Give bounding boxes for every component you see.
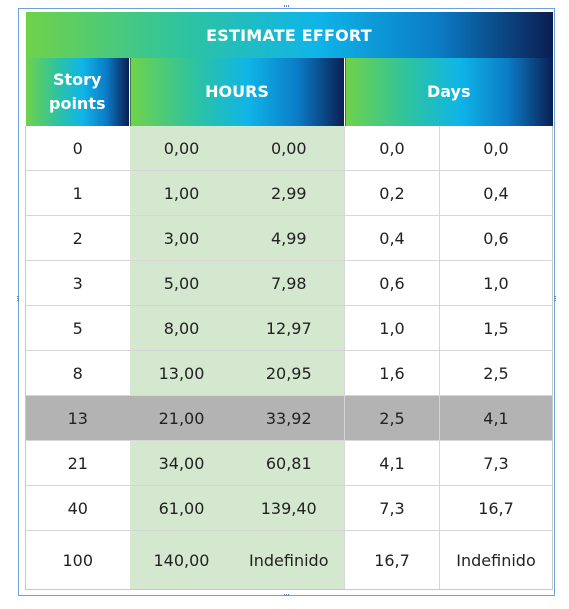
cell-days-min: 0,4 <box>344 215 440 261</box>
cell-story-points: 3 <box>25 260 130 306</box>
cell-days-max: 16,7 <box>439 485 553 531</box>
cell-story-points: 21 <box>25 440 130 486</box>
cell-days-min: 0,2 <box>344 170 440 216</box>
cell-hours-max: 12,97 <box>233 305 345 351</box>
cell-hours-min: 1,00 <box>129 170 234 216</box>
cell-days-min: 1,6 <box>344 350 440 396</box>
table-row: 100 140,00 Indefinido 16,7 Indefinido <box>25 530 553 590</box>
table-title: ESTIMATE EFFORT <box>25 12 553 58</box>
cell-hours-min: 5,00 <box>129 260 234 306</box>
cell-hours-max: 20,95 <box>233 350 345 396</box>
table-row: 0 0,00 0,00 0,0 0,0 <box>25 126 553 171</box>
cell-story-points: 40 <box>25 485 130 531</box>
table-row: 3 5,00 7,98 0,6 1,0 <box>25 260 553 306</box>
cell-days-max: 0,4 <box>439 170 553 216</box>
table-row: 1 1,00 2,99 0,2 0,4 <box>25 170 553 216</box>
cell-story-points: 100 <box>25 530 130 590</box>
cell-days-min: 0,6 <box>344 260 440 306</box>
cell-days-max: 7,3 <box>439 440 553 486</box>
cell-story-points: 2 <box>25 215 130 261</box>
cell-days-max: 1,0 <box>439 260 553 306</box>
cell-days-min: 2,5 <box>344 395 440 441</box>
cell-days-max: 4,1 <box>439 395 553 441</box>
cell-story-points: 0 <box>25 126 130 171</box>
cell-story-points: 1 <box>25 170 130 216</box>
header-story-points: Story points <box>25 58 130 126</box>
cell-days-min: 7,3 <box>344 485 440 531</box>
table-row: 5 8,00 12,97 1,0 1,5 <box>25 305 553 351</box>
resize-handle-top[interactable] <box>284 5 290 9</box>
cell-hours-max: 2,99 <box>233 170 345 216</box>
cell-story-points: 5 <box>25 305 130 351</box>
resize-handle-bottom[interactable] <box>284 594 290 598</box>
cell-hours-min: 8,00 <box>129 305 234 351</box>
cell-days-max: 2,5 <box>439 350 553 396</box>
cell-hours-min: 61,00 <box>129 485 234 531</box>
cell-story-points: 8 <box>25 350 130 396</box>
cell-days-max: 0,0 <box>439 126 553 171</box>
resize-handle-right[interactable] <box>553 296 557 302</box>
cell-hours-min: 0,00 <box>129 126 234 171</box>
cell-days-max: Indefinido <box>439 530 553 590</box>
cell-hours-max: Indefinido <box>233 530 345 590</box>
cell-hours-min: 21,00 <box>129 395 234 441</box>
table-row: 40 61,00 139,40 7,3 16,7 <box>25 485 553 531</box>
cell-days-min: 1,0 <box>344 305 440 351</box>
cell-hours-min: 3,00 <box>129 215 234 261</box>
cell-hours-max: 139,40 <box>233 485 345 531</box>
table-body: 0 0,00 0,00 0,0 0,0 1 1,00 2,99 0,2 0,4 2 3,00 4,99 0… <box>25 126 553 590</box>
resize-handle-left[interactable] <box>16 296 20 302</box>
table-row: 13 21,00 33,92 2,5 4,1 <box>25 395 553 441</box>
estimate-effort-table: ESTIMATE EFFORT Story points HOURS Days … <box>25 12 553 590</box>
cell-hours-max: 7,98 <box>233 260 345 306</box>
cell-days-min: 0,0 <box>344 126 440 171</box>
cell-story-points: 13 <box>25 395 130 441</box>
table-row: 21 34,00 60,81 4,1 7,3 <box>25 440 553 486</box>
cell-hours-max: 4,99 <box>233 215 345 261</box>
cell-days-min: 16,7 <box>344 530 440 590</box>
cell-hours-min: 13,00 <box>129 350 234 396</box>
cell-hours-max: 60,81 <box>233 440 345 486</box>
header-days: Days <box>344 58 553 126</box>
cell-hours-max: 0,00 <box>233 126 345 171</box>
cell-days-max: 1,5 <box>439 305 553 351</box>
table-row: 2 3,00 4,99 0,4 0,6 <box>25 215 553 261</box>
cell-days-max: 0,6 <box>439 215 553 261</box>
cell-hours-max: 33,92 <box>233 395 345 441</box>
cell-days-min: 4,1 <box>344 440 440 486</box>
table-row: 8 13,00 20,95 1,6 2,5 <box>25 350 553 396</box>
header-hours: HOURS <box>129 58 345 126</box>
cell-hours-min: 140,00 <box>129 530 234 590</box>
cell-hours-min: 34,00 <box>129 440 234 486</box>
